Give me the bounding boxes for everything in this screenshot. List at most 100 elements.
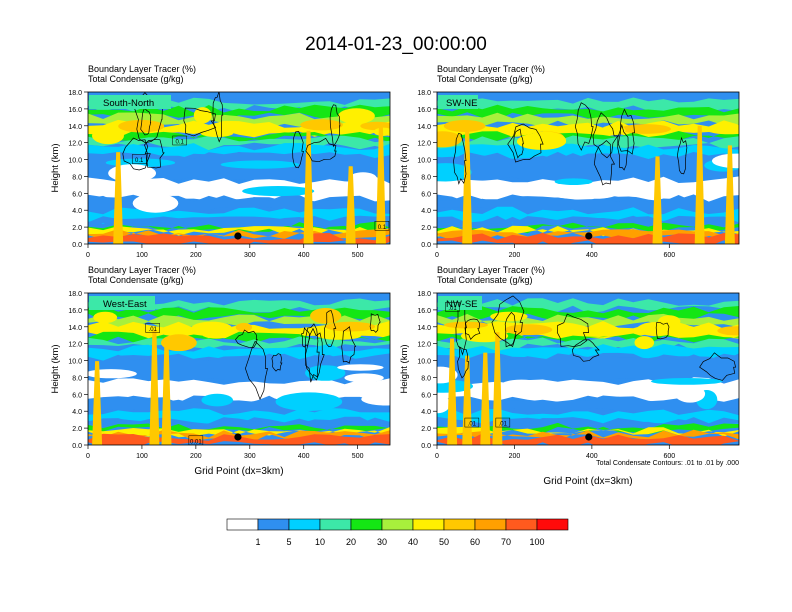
contour-patch xyxy=(651,378,723,385)
condensate-contour xyxy=(655,322,670,340)
contour-patch xyxy=(220,160,300,169)
condensate-contour xyxy=(329,104,341,148)
contour-label-box xyxy=(188,435,204,446)
contour-label: .01 xyxy=(468,422,477,428)
contour-patch xyxy=(161,334,197,352)
contour-patch xyxy=(361,392,390,406)
y-tick-label: 0.0 xyxy=(421,443,431,450)
tracer-plume xyxy=(375,125,386,244)
contour-patch xyxy=(88,369,137,379)
y-tick-label: 18.0 xyxy=(417,291,431,298)
condensate-contour xyxy=(212,92,224,143)
contour-label-box xyxy=(464,417,480,428)
contour-patch xyxy=(708,126,739,135)
colorbar-swatch xyxy=(536,518,569,531)
y-tick-label: 18.0 xyxy=(68,291,82,298)
condensate-contour xyxy=(507,123,544,163)
contour-band xyxy=(437,408,739,424)
x-tick-label: 600 xyxy=(663,453,675,460)
colorbar-level-label: 20 xyxy=(346,537,356,547)
panel-label-box xyxy=(438,95,478,109)
colorbar-level-label: 70 xyxy=(501,537,511,547)
condensate-contour xyxy=(305,323,320,383)
y-axis: 0.0 2.0 4.0 6.0 8.0 10.0 12.0 14.0 16.0 18.0 xyxy=(68,291,88,450)
contour-patch xyxy=(235,322,253,332)
contour-field xyxy=(437,293,739,445)
x-tick-label: 0 xyxy=(435,453,439,460)
panel-title-line-2: Total Condensate (g/kg) xyxy=(88,275,184,285)
contour-patch xyxy=(317,331,362,340)
condensate-contour xyxy=(571,339,600,362)
contour-lines xyxy=(235,310,381,401)
panel-title-line-1: Boundary Layer Tracer (%) xyxy=(437,64,545,74)
y-tick-label: 6.0 xyxy=(72,191,82,198)
condensate-contour xyxy=(305,327,325,381)
panel-label: NW-SE xyxy=(446,299,478,310)
cross-section-marker xyxy=(234,433,242,441)
contour-field xyxy=(88,92,390,244)
contour-label: 0.1 xyxy=(378,225,387,231)
contour-band xyxy=(437,215,739,230)
tracer-plume xyxy=(462,129,473,244)
x-tick-label: 0 xyxy=(86,453,90,460)
y-axis: 0.0 2.0 4.0 6.0 8.0 10.0 12.0 14.0 16.0 18.0 xyxy=(417,90,437,249)
contour-band xyxy=(437,92,739,105)
y-axis: 0.0 2.0 4.0 6.0 8.0 10.0 12.0 14.0 16.0 18.0 xyxy=(68,90,88,249)
colorbar-swatch xyxy=(474,518,507,531)
contour-band xyxy=(437,343,739,361)
condensate-contour xyxy=(574,102,594,151)
condensate-contour xyxy=(556,313,589,347)
panel-title-line-1: Boundary Layer Tracer (%) xyxy=(88,64,196,74)
contour-patch xyxy=(554,178,593,185)
contour-patch xyxy=(305,365,346,381)
tracer-plume xyxy=(161,339,172,445)
contour-label-box xyxy=(131,154,147,164)
contour-patch xyxy=(637,322,677,337)
tracer-plume xyxy=(694,125,705,244)
contour-label: 0.1 xyxy=(176,139,185,145)
colorbar-swatch xyxy=(443,518,476,531)
contour-band xyxy=(88,343,390,361)
x-tick-label: 200 xyxy=(190,252,202,259)
colorbar-level-label: 5 xyxy=(286,537,291,547)
cross-section-marker xyxy=(585,433,593,441)
colorbar-level-label: 1 xyxy=(255,537,260,547)
y-tick-label: 12.0 xyxy=(417,342,431,349)
y-tick-label: 12.0 xyxy=(417,141,431,148)
contour-patch xyxy=(92,127,124,145)
contour-patch xyxy=(498,379,545,395)
contour-label: .01 xyxy=(499,422,508,428)
y-tick-label: 2.0 xyxy=(72,426,82,433)
condensate-contour xyxy=(292,131,304,169)
y-tick-label: 10.0 xyxy=(417,158,431,165)
y-tick-label: 8.0 xyxy=(72,174,82,181)
y-tick-label: 14.0 xyxy=(417,124,431,131)
contour-labels: .01 .01 .01 xyxy=(445,302,511,428)
y-tick-label: 14.0 xyxy=(68,124,82,131)
tracer-plume xyxy=(92,361,103,445)
condensate-contour xyxy=(453,132,467,185)
x-tick-label: 100 xyxy=(136,453,148,460)
y-tick-label: 16.0 xyxy=(68,107,82,114)
contour-band xyxy=(437,120,739,138)
contour-patch xyxy=(443,120,486,132)
plot-frame xyxy=(87,292,391,446)
contour-band xyxy=(437,112,739,127)
tracer-plume xyxy=(480,352,491,445)
y-tick-label: 4.0 xyxy=(72,409,82,416)
y-tick-label: 12.0 xyxy=(68,141,82,148)
x-axis: 0 100 200 300 400 500 xyxy=(86,445,364,460)
colorbar-swatch xyxy=(257,518,290,531)
contour-label-box xyxy=(495,417,511,428)
contour-lines xyxy=(453,102,688,186)
y-tick-label: 14.0 xyxy=(68,325,82,332)
condensate-contour xyxy=(699,352,737,381)
condensate-contour xyxy=(592,112,619,159)
condensate-contour xyxy=(140,107,152,136)
y-tick-label: 16.0 xyxy=(417,308,431,315)
colorbar-swatch xyxy=(288,518,321,531)
plot-frame xyxy=(87,91,391,245)
y-tick-label: 2.0 xyxy=(72,225,82,232)
condensate-contour xyxy=(455,298,467,356)
contour-patch xyxy=(674,385,706,403)
